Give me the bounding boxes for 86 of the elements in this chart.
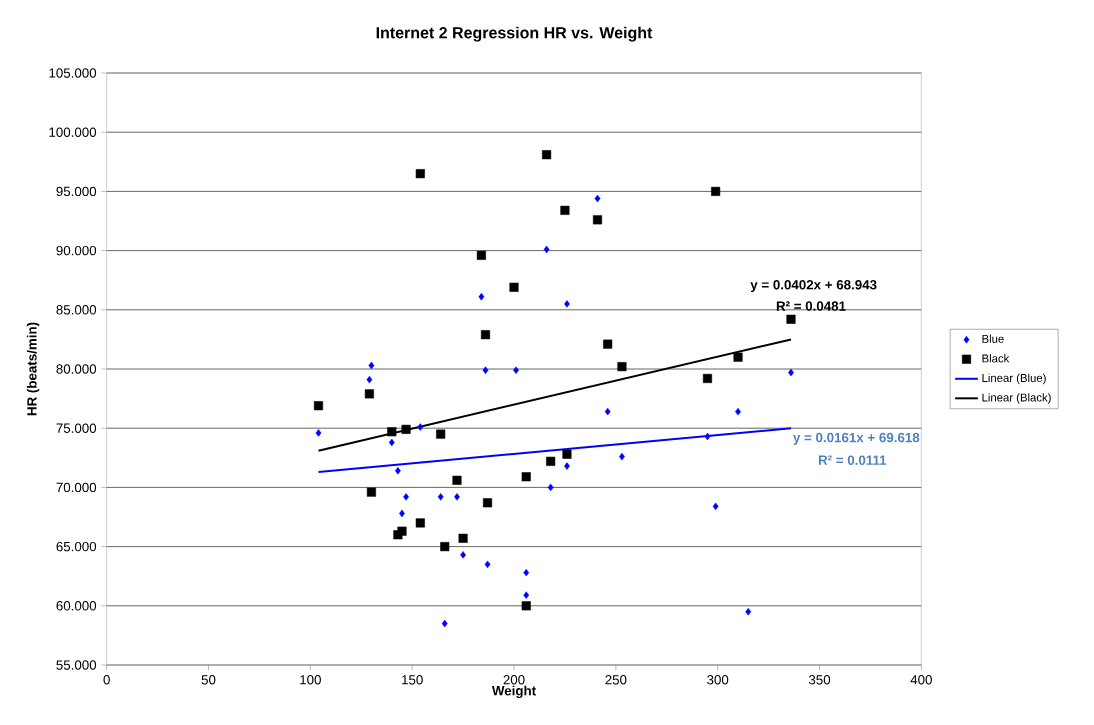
point [482, 366, 489, 374]
legend-label: Linear (Black) [982, 393, 1051, 404]
point [387, 427, 397, 437]
point [704, 432, 711, 441]
point [315, 429, 322, 437]
point [368, 361, 375, 370]
y-tick-label: 80.000 [56, 364, 97, 374]
point [454, 493, 460, 501]
x-axis-title: Weight [491, 685, 536, 699]
point [546, 456, 556, 466]
point [617, 362, 627, 372]
y-tick-label: 75.000 [56, 423, 97, 433]
point [397, 526, 407, 536]
y-tick-label: 100.000 [49, 127, 97, 137]
point [513, 366, 519, 374]
point [366, 375, 373, 384]
point [484, 560, 491, 569]
point [560, 205, 570, 215]
point [547, 483, 554, 492]
y-tick-label: 85.000 [56, 305, 97, 315]
point [415, 518, 425, 528]
y-axis-title: HR (beats/min) [26, 322, 40, 416]
y-tick-label: 95.000 [56, 186, 97, 197]
annotation: y = 0.0402x + 68.943 [750, 280, 877, 293]
x-tick-label: 50 [201, 675, 216, 685]
point [745, 607, 752, 616]
point [523, 568, 530, 577]
point [542, 150, 552, 160]
point [313, 401, 324, 411]
legend-label: Linear (Blue) [982, 373, 1046, 385]
x-tick-label: 200 [503, 675, 525, 685]
y-tick-label: 70.000 [56, 482, 97, 493]
y-tick-label: 105.000 [49, 68, 97, 78]
annotation: R² = 0.0111 [818, 455, 887, 465]
x-tick-label: 100 [300, 675, 321, 685]
point [733, 352, 743, 362]
point [509, 282, 519, 292]
x-tick-label: 300 [707, 675, 729, 685]
chart-title: Internet 2 Regression HR vs. Weight [376, 26, 653, 42]
point [401, 424, 411, 434]
y-tick-label: 65.000 [56, 541, 97, 552]
point [417, 423, 424, 431]
point [786, 314, 796, 324]
point [452, 475, 462, 485]
annotation: R² = 0.0481 [776, 301, 846, 311]
point [564, 300, 570, 308]
point [604, 407, 611, 416]
point [603, 339, 613, 349]
x-tick-label: 350 [808, 675, 831, 685]
point [478, 293, 485, 301]
point [366, 487, 376, 497]
point [594, 194, 601, 203]
point [702, 373, 713, 384]
legend-label: Blue [982, 334, 1004, 343]
point [521, 601, 531, 611]
point [480, 330, 491, 340]
legend-label: Black [982, 354, 1010, 363]
point [403, 493, 409, 501]
y-tick-label: 55.000 [56, 660, 97, 670]
x-tick-label: 400 [910, 675, 932, 685]
point [562, 449, 572, 459]
point [460, 551, 466, 559]
point [388, 438, 395, 447]
point [521, 472, 531, 482]
point [458, 533, 468, 543]
point [592, 215, 603, 225]
point [364, 389, 374, 399]
point [523, 591, 530, 599]
point [437, 493, 444, 501]
point [395, 467, 401, 475]
x-tick-label: 150 [402, 675, 423, 685]
point [440, 542, 450, 552]
y-tick-label: 90.000 [56, 245, 97, 256]
x-tick-label: 250 [605, 675, 627, 685]
point [543, 245, 550, 254]
annotation: y = 0.0161x + 69.618 [793, 432, 920, 445]
point [436, 429, 446, 439]
point [441, 619, 448, 628]
point [483, 498, 493, 508]
point [711, 186, 721, 196]
point [712, 502, 719, 511]
y-tick-label: 60.000 [56, 601, 97, 611]
x-tick-label: 0 [103, 675, 110, 685]
point [476, 250, 486, 260]
point [564, 462, 570, 470]
point [415, 169, 425, 179]
